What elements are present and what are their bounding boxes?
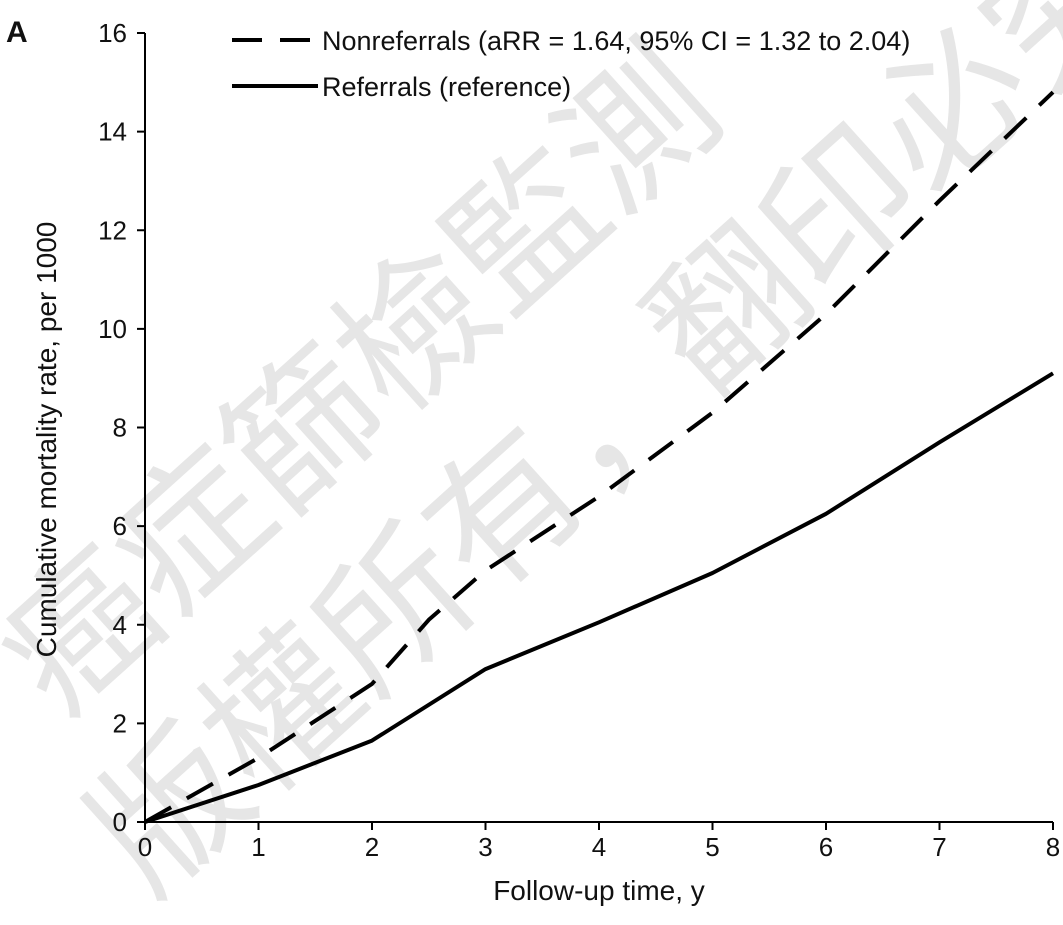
series-layer: [144, 90, 1055, 824]
legend-label-0: Nonreferrals (aRR = 1.64, 95% CI = 1.32 …: [322, 26, 910, 56]
x-tick-label: 5: [705, 832, 719, 862]
y-tick-label: 12: [98, 215, 127, 245]
y-tick-label: 10: [98, 314, 127, 344]
y-tick-label: 6: [113, 511, 127, 541]
y-tick-label: 0: [113, 807, 127, 837]
y-axis-title: Cumulative mortality rate, per 1000: [31, 222, 62, 658]
x-tick-label: 7: [932, 832, 946, 862]
x-tick-label: 1: [251, 832, 265, 862]
x-tick-label: 4: [592, 832, 606, 862]
x-tick-label: 6: [819, 832, 833, 862]
series-line-1: [144, 371, 1055, 824]
x-axis-title: Follow-up time, y: [493, 875, 705, 906]
series-line-0: [144, 90, 1055, 824]
x-tick-label: 8: [1046, 832, 1060, 862]
x-tick-label: 3: [478, 832, 492, 862]
y-tick-label: 4: [113, 610, 127, 640]
legend-label-1: Referrals (reference): [322, 72, 571, 102]
y-tick-label: 14: [98, 117, 127, 147]
panel-label: A: [6, 16, 28, 49]
y-tick-label: 8: [113, 413, 127, 443]
y-tick-label: 16: [98, 18, 127, 48]
x-tick-label: 0: [138, 832, 152, 862]
x-tick-label: 2: [365, 832, 379, 862]
legend: Nonreferrals (aRR = 1.64, 95% CI = 1.32 …: [232, 26, 910, 102]
y-tick-label: 2: [113, 708, 127, 738]
